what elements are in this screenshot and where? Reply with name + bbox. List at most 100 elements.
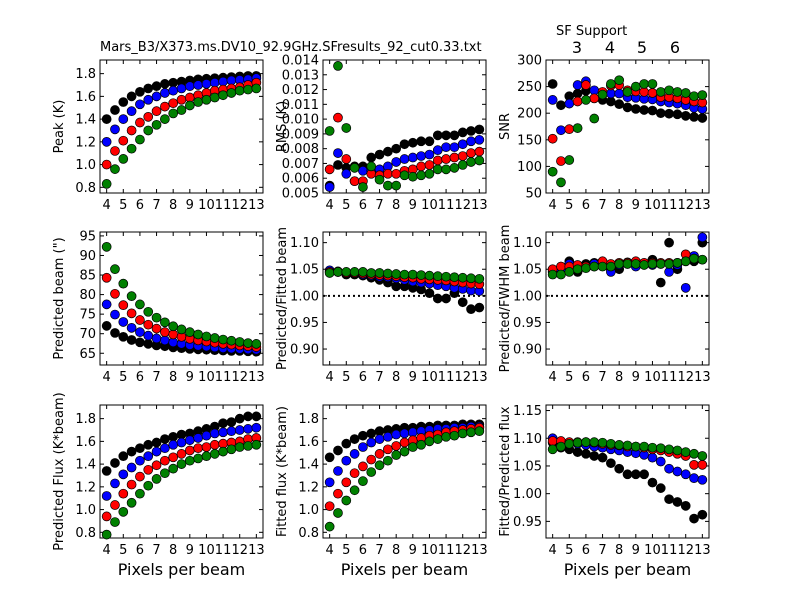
data-point — [333, 160, 343, 170]
data-point — [358, 267, 368, 277]
data-point — [407, 152, 418, 163]
data-point — [209, 92, 220, 103]
data-point — [432, 164, 443, 175]
y-tick-label: 1.0 — [298, 503, 319, 518]
x-tick-label: 7 — [598, 543, 606, 558]
data-point — [399, 428, 410, 439]
y-tick-label: 1.8 — [298, 412, 319, 427]
data-point — [383, 444, 393, 455]
data-point — [160, 101, 170, 112]
data-point — [383, 146, 393, 157]
x-tick-label: 5 — [342, 370, 350, 385]
data-point — [251, 439, 262, 450]
data-point — [193, 97, 203, 107]
data-point — [143, 94, 154, 105]
subplot-7: 0.8 1.0 1.2 1.4 1.6 1.8 4 5 6 7 8 9 10 11 12 13 Predicte… — [52, 392, 265, 579]
x-tick-label: 13 — [694, 543, 711, 558]
data-point — [135, 86, 145, 97]
data-point — [349, 163, 360, 173]
data-point — [234, 337, 245, 347]
data-point — [622, 102, 633, 113]
data-point — [597, 89, 608, 100]
data-point — [251, 83, 262, 94]
x-tick-label: 12 — [677, 370, 694, 385]
data-point — [209, 428, 220, 439]
data-point — [457, 160, 468, 170]
data-point — [110, 500, 120, 510]
data-point — [564, 267, 575, 277]
data-point — [151, 106, 162, 117]
series-4 — [324, 267, 485, 284]
data-point — [118, 488, 129, 499]
data-point — [160, 79, 170, 89]
data-point — [176, 459, 187, 469]
data-point — [474, 426, 485, 436]
data-point — [118, 451, 129, 462]
data-point — [597, 261, 608, 272]
data-point — [689, 448, 699, 459]
data-point — [432, 145, 443, 155]
data-point — [126, 291, 137, 302]
data-point — [581, 95, 591, 105]
data-point — [324, 182, 335, 192]
data-point — [118, 114, 129, 124]
data-point — [135, 99, 145, 110]
x-axis-label: Pixels per beam — [118, 560, 245, 579]
data-point — [399, 170, 410, 181]
y-tick-label: 1.4 — [75, 113, 96, 128]
data-point — [101, 299, 112, 310]
x-tick-label: 9 — [409, 198, 417, 213]
x-tick-label: 4 — [326, 198, 334, 213]
data-point — [151, 460, 162, 471]
data-point — [243, 411, 253, 422]
data-point — [697, 451, 708, 461]
y-tick-label: 1.4 — [75, 458, 96, 473]
y-tick-label: 1.10 — [513, 432, 542, 447]
data-point — [251, 411, 262, 422]
x-tick-label: 9 — [632, 543, 640, 558]
data-point — [110, 328, 120, 338]
x-tick-label: 9 — [632, 370, 640, 385]
data-point — [622, 87, 633, 97]
data-point — [547, 166, 558, 177]
series-4 — [547, 253, 708, 280]
x-tick-label: 4 — [326, 370, 334, 385]
series-4 — [547, 75, 708, 188]
figure-title: Mars_B3/X373.ms.DV10_92.9GHz.SFresults_9… — [100, 40, 482, 55]
data-point — [441, 154, 451, 164]
data-point — [226, 417, 237, 427]
y-tick-label: 0.8 — [298, 526, 319, 541]
data-point — [416, 270, 426, 280]
data-point — [391, 157, 402, 167]
data-point — [556, 100, 566, 111]
data-point — [341, 154, 352, 164]
data-point — [324, 501, 335, 512]
data-point — [110, 264, 120, 275]
x-tick-label: 13 — [248, 198, 265, 213]
data-point — [606, 79, 616, 89]
x-tick-label: 5 — [565, 370, 573, 385]
data-point — [218, 446, 228, 457]
data-point — [581, 437, 591, 447]
x-tick-label: 12 — [231, 543, 248, 558]
data-point — [547, 436, 558, 446]
data-point — [424, 168, 435, 179]
x-tick-label: 6 — [582, 198, 590, 213]
data-point — [151, 312, 162, 323]
data-point — [168, 85, 179, 96]
series-3 — [101, 77, 262, 170]
x-tick-label: 13 — [694, 198, 711, 213]
data-point — [218, 427, 228, 438]
data-point — [358, 182, 368, 192]
data-point — [358, 442, 368, 452]
x-tick-label: 10 — [421, 198, 438, 213]
data-point — [193, 80, 203, 90]
data-point — [680, 111, 691, 121]
data-point — [374, 460, 385, 471]
data-point — [184, 81, 195, 91]
data-point — [697, 90, 708, 100]
data-point — [243, 338, 253, 348]
data-point — [151, 323, 162, 334]
subplot-6: 0.90 0.95 1.00 1.05 1.10 4 5 6 7 8 9 10 11 12 13 Predic… — [498, 225, 711, 385]
